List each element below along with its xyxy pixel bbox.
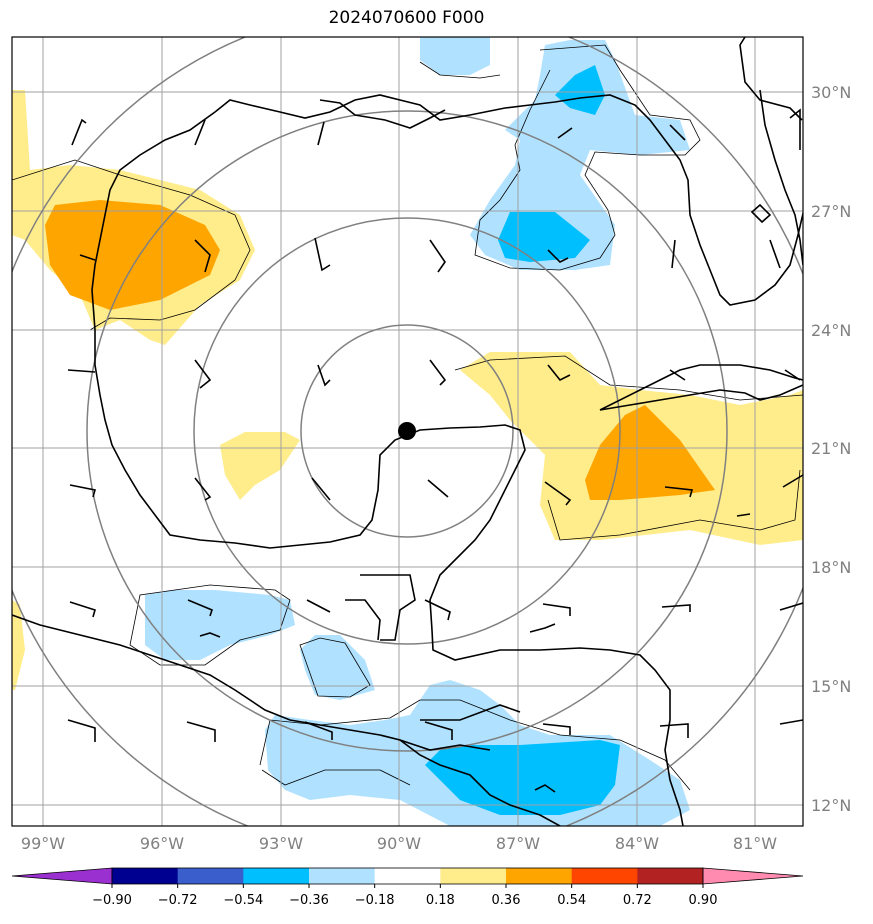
lon-label: 93°W xyxy=(259,834,303,853)
longitude-labels: 99°W 96°W 93°W 90°W 87°W 84°W 81°W xyxy=(21,834,777,853)
positive-anomaly-area xyxy=(45,200,220,310)
map-area xyxy=(12,37,803,826)
colorbar-segment xyxy=(374,868,441,884)
lon-label: 99°W xyxy=(21,834,65,853)
coastlines xyxy=(12,37,803,826)
colorbar-tick-label: 0.18 xyxy=(426,893,455,908)
lat-label: 21°N xyxy=(811,439,851,458)
lon-label: 84°W xyxy=(615,834,659,853)
lat-label: 24°N xyxy=(811,321,851,340)
range-rings xyxy=(12,37,803,826)
colorbar: −0.90 −0.72 −0.54 −0.36 −0.18 0.18 0.36 0.54 0.7… xyxy=(11,867,804,908)
colorbar-extend-low xyxy=(11,867,113,885)
storm-center-marker xyxy=(398,422,416,440)
colorbar-extend-high xyxy=(702,867,804,885)
colorbar-tick-label: 0.90 xyxy=(689,893,718,908)
colorbar-segment xyxy=(177,868,244,884)
colorbar-tick-label: 0.72 xyxy=(623,893,652,908)
map-title: 2024070600 F000 xyxy=(328,8,485,28)
colorbar-tick-label: −0.90 xyxy=(92,893,132,908)
colorbar-tick-label: −0.36 xyxy=(289,893,329,908)
colorbar-tick-label: 0.36 xyxy=(492,893,521,908)
lon-label: 90°W xyxy=(377,834,421,853)
lat-label: 30°N xyxy=(811,83,851,102)
colorbar-segment xyxy=(112,868,179,884)
lat-label: 18°N xyxy=(811,558,851,577)
colorbar-tick-label: −0.72 xyxy=(158,893,198,908)
colorbar-segment xyxy=(440,868,507,884)
colorbar-tick-label: 0.54 xyxy=(557,893,586,908)
colorbar-segment xyxy=(309,868,376,884)
lat-label: 15°N xyxy=(811,677,851,696)
colorbar-segment xyxy=(571,868,638,884)
map-frame xyxy=(11,36,804,827)
colorbar-tick-label: −0.54 xyxy=(223,893,263,908)
colorbar-segment xyxy=(637,868,704,884)
latitude-labels: 30°N 27°N 24°N 21°N 18°N 15°N 12°N xyxy=(811,83,851,815)
lon-label: 96°W xyxy=(140,834,184,853)
lon-label: 87°W xyxy=(496,834,540,853)
colorbar-outline xyxy=(111,867,704,885)
graticule xyxy=(12,37,803,826)
lat-label: 27°N xyxy=(811,202,851,221)
lat-label: 12°N xyxy=(811,796,851,815)
colorbar-tick-label: −0.18 xyxy=(355,893,395,908)
wind-barbs xyxy=(67,108,803,742)
colorbar-segment xyxy=(506,868,573,884)
colorbar-segment xyxy=(243,868,310,884)
lon-label: 81°W xyxy=(733,834,777,853)
